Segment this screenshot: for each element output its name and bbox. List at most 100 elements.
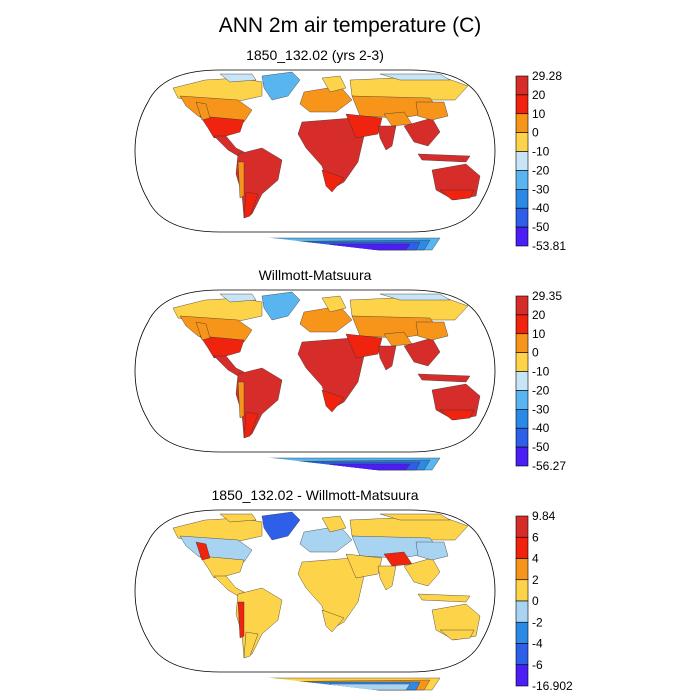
south-america-south: [243, 631, 259, 659]
africa-south: [321, 389, 345, 413]
colorbar-tick-label: -20: [532, 163, 550, 177]
asia-arctic-coast: [379, 513, 451, 521]
greenland: [261, 291, 301, 321]
southeast-asia: [403, 557, 441, 587]
colorbar-tick-label: -2: [532, 615, 543, 629]
colorbar: 29.35 20 10 0 -10 -20 -30 -40 -50 -56.27: [515, 289, 566, 473]
australia-south: [439, 189, 475, 201]
colorbar-tick-label: -30: [532, 402, 550, 416]
southeast-asia: [403, 337, 441, 367]
colorbar-swatch: [515, 113, 529, 133]
colorbar-tick-label: 20: [532, 308, 546, 322]
south-america-south: [243, 191, 259, 219]
panel-3-title: 1850_132.02 - Willmott-Matsuura: [211, 487, 419, 503]
colorbar-swatch: [515, 409, 529, 429]
colorbar: 9.84 6 4 2 0 -2 -4 -6 -16.902: [515, 509, 573, 693]
andes: [237, 161, 245, 199]
colorbar-tick-label: -10: [532, 365, 550, 379]
central-america: [213, 355, 245, 377]
india: [377, 345, 397, 371]
colorbar-swatch: [515, 558, 529, 581]
greenland: [261, 511, 301, 541]
scandinavia: [321, 75, 347, 93]
canadian-arctic: [219, 513, 257, 523]
colorbar-tick-label: 29.28: [532, 69, 562, 83]
colorbar-tick-label: -40: [532, 421, 550, 435]
panel-3-map: 9.84 6 4 2 0 -2 -4 -6 -16.902: [134, 509, 573, 693]
asia-arctic-coast: [379, 73, 451, 81]
colorbar-swatch: [515, 643, 529, 666]
east-asia: [415, 101, 449, 121]
andes: [237, 601, 245, 639]
figure-title: ANN 2m air temperature (C): [218, 14, 482, 37]
colorbar-tick-label: -6: [532, 658, 543, 672]
panel-2-title: Willmott-Matsuura: [258, 267, 372, 283]
colorbar-tick-label: 2: [532, 573, 539, 587]
colorbar-tick-label: 10: [532, 107, 546, 121]
colorbar-swatch: [515, 226, 529, 247]
middle-east: [345, 113, 383, 139]
colorbar-tick-label: -40: [532, 201, 550, 215]
colorbar-swatch: [515, 295, 529, 316]
colorbar-swatch: [515, 515, 529, 538]
panel-2-map: 29.35 20 10 0 -10 -20 -30 -40 -50 -56.27: [134, 289, 566, 473]
canadian-arctic: [219, 73, 257, 83]
colorbar-swatch: [515, 170, 529, 190]
colorbar-tick-label: 0: [532, 126, 539, 140]
colorbar-swatch: [515, 75, 529, 96]
colorbar-tick-label: -30: [532, 182, 550, 196]
colorbar-swatch: [515, 352, 529, 372]
antarctica-plateau: [329, 683, 411, 691]
colorbar-tick-label: -50: [532, 220, 550, 234]
colorbar-swatch: [515, 664, 529, 687]
africa-south: [321, 169, 345, 193]
south-america-south: [243, 411, 259, 439]
colorbar-tick-label: 10: [532, 327, 546, 341]
southeast-asia: [403, 117, 441, 147]
scandinavia: [321, 515, 347, 533]
colorbar-tick-label: -10: [532, 145, 550, 159]
colorbar-tick-label: -53.81: [532, 239, 566, 253]
colorbar-tick-label: -20: [532, 383, 550, 397]
central-america: [213, 575, 245, 597]
north-america-rockies: [195, 321, 211, 341]
colorbar-tick-label: 6: [532, 530, 539, 544]
andes: [237, 381, 245, 419]
colorbar-swatch: [515, 132, 529, 152]
colorbar-swatch: [515, 314, 529, 335]
central-america: [213, 135, 245, 157]
greenland: [261, 71, 301, 101]
east-asia: [415, 541, 449, 561]
colorbar-tick-label: -50: [532, 440, 550, 454]
panel-1-title: 1850_132.02 (yrs 2-3): [246, 47, 384, 63]
indonesia: [417, 593, 471, 603]
asia-arctic-coast: [379, 293, 451, 301]
antarctica-plateau: [329, 463, 411, 471]
colorbar-swatch: [515, 446, 529, 467]
indonesia: [417, 153, 471, 163]
colorbar-tick-label: -4: [532, 637, 543, 651]
india: [377, 125, 397, 151]
africa-south: [321, 609, 345, 633]
panel-1-map: 29.28 20 10 0 -10 -20 -30 -40 -50 -53.81: [134, 69, 566, 253]
colorbar-tick-label: 9.84: [532, 509, 556, 523]
colorbar-swatch: [515, 536, 529, 559]
indonesia: [417, 373, 471, 383]
colorbar-swatch: [515, 189, 529, 209]
colorbar-tick-label: 0: [532, 594, 539, 608]
colorbar-swatch: [515, 621, 529, 644]
colorbar-tick-label: -56.27: [532, 459, 566, 473]
colorbar-tick-label: -16.902: [532, 679, 573, 693]
colorbar-swatch: [515, 600, 529, 623]
colorbar-swatch: [515, 207, 529, 228]
scandinavia: [321, 295, 347, 313]
east-asia: [415, 321, 449, 341]
north-america-rockies: [195, 101, 211, 121]
india: [377, 565, 397, 591]
colorbar: 29.28 20 10 0 -10 -20 -30 -40 -50 -53.81: [515, 69, 566, 253]
colorbar-swatch: [515, 151, 529, 171]
australia-south: [439, 409, 475, 421]
colorbar-tick-label: 4: [532, 552, 539, 566]
colorbar-tick-label: 29.35: [532, 289, 562, 303]
colorbar-swatch: [515, 94, 529, 115]
